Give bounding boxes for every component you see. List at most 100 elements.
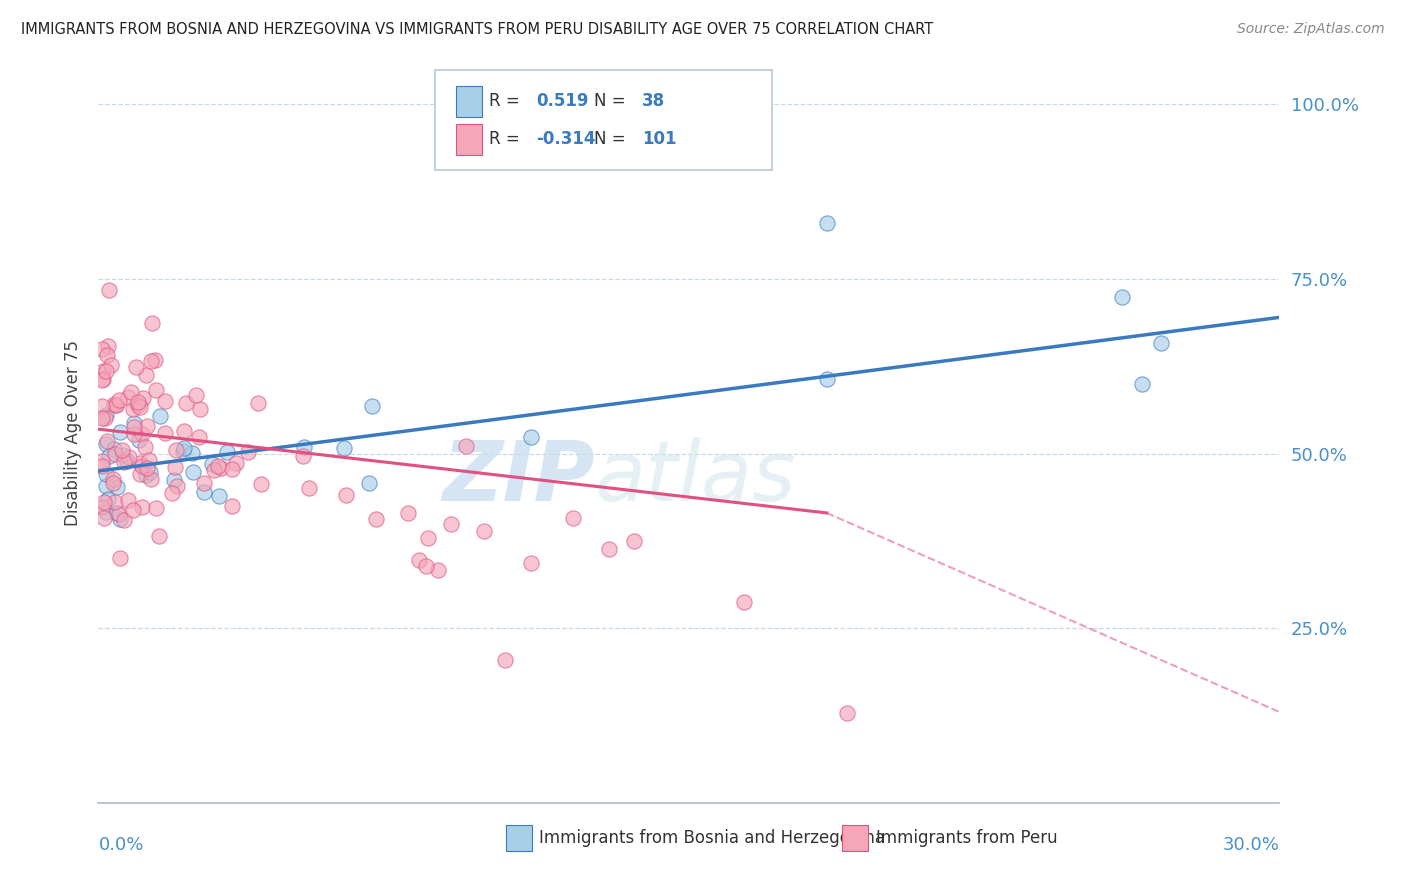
Point (96, 467, 118, 482)
Point (472, 524, 495, 538)
Point (112, 455, 135, 469)
Text: 101: 101 (641, 130, 676, 148)
FancyBboxPatch shape (457, 86, 482, 117)
Text: R =: R = (489, 92, 526, 110)
Point (180, 446, 202, 460)
Point (193, 475, 215, 490)
Point (104, 398, 127, 412)
Point (440, 517, 463, 532)
Point (91, 372, 114, 386)
Point (396, 506, 419, 520)
Text: 0.0%: 0.0% (98, 836, 143, 855)
Point (124, 420, 146, 434)
Point (110, 511, 132, 525)
Point (207, 459, 229, 474)
Point (202, 463, 225, 477)
Point (193, 485, 215, 500)
Point (135, 461, 157, 475)
Point (120, 384, 142, 399)
Point (184, 388, 207, 402)
Point (188, 401, 211, 416)
Point (117, 453, 139, 467)
Point (221, 499, 243, 513)
Point (104, 447, 127, 461)
Point (105, 480, 128, 494)
Point (110, 425, 132, 440)
Point (733, 595, 755, 609)
Point (238, 444, 260, 458)
Point (122, 401, 145, 416)
Point (165, 443, 187, 458)
Point (117, 493, 139, 508)
Point (91, 454, 114, 468)
Point (93, 364, 115, 378)
Point (121, 503, 143, 517)
Point (96, 348, 118, 362)
Point (135, 368, 157, 382)
Point (249, 476, 271, 491)
Point (127, 394, 149, 409)
Point (128, 433, 150, 447)
Point (108, 550, 131, 565)
Point (104, 494, 127, 508)
Point (1130, 376, 1153, 391)
Point (207, 489, 229, 503)
Point (112, 513, 135, 527)
Point (835, 706, 858, 721)
FancyBboxPatch shape (434, 70, 772, 169)
FancyBboxPatch shape (457, 124, 482, 155)
Point (292, 440, 315, 454)
Point (139, 472, 162, 486)
Point (1111, 290, 1133, 304)
Point (160, 486, 183, 500)
Point (357, 475, 380, 490)
Point (415, 559, 437, 574)
Point (141, 316, 163, 330)
Point (172, 443, 194, 458)
Point (96, 479, 118, 493)
Point (129, 401, 152, 415)
Point (166, 478, 188, 492)
Point (111, 448, 134, 462)
Point (173, 441, 195, 455)
Point (134, 440, 156, 454)
Point (105, 506, 128, 520)
Text: Immigrants from Bosnia and Herzegovina: Immigrants from Bosnia and Herzegovina (538, 829, 884, 847)
Point (105, 398, 128, 412)
Text: -0.314: -0.314 (537, 130, 596, 148)
Point (246, 396, 269, 410)
Y-axis label: Disability Age Over 75: Disability Age Over 75 (63, 340, 82, 525)
Point (129, 467, 152, 481)
Point (98, 449, 121, 463)
Point (96, 437, 118, 451)
Point (520, 557, 543, 571)
Point (136, 419, 159, 434)
Point (335, 487, 357, 501)
Text: N =: N = (595, 130, 631, 148)
Point (364, 512, 387, 526)
Point (520, 430, 543, 444)
Point (91, 399, 114, 413)
Point (143, 353, 166, 368)
Point (561, 510, 583, 524)
Point (149, 409, 172, 424)
Point (122, 416, 145, 430)
Text: 30.0%: 30.0% (1223, 836, 1279, 855)
Point (173, 424, 195, 438)
Text: atlas: atlas (595, 436, 796, 517)
Point (131, 427, 153, 442)
Text: IMMIGRANTS FROM BOSNIA AND HERZEGOVINA VS IMMIGRANTS FROM PERU DISABILITY AGE OV: IMMIGRANTS FROM BOSNIA AND HERZEGOVINA V… (21, 22, 934, 37)
Point (138, 453, 160, 467)
Point (117, 391, 139, 405)
Point (298, 481, 321, 495)
Point (124, 359, 146, 374)
Point (103, 397, 125, 411)
Point (107, 507, 129, 521)
Point (124, 426, 146, 441)
Point (815, 216, 838, 230)
Point (148, 529, 170, 543)
Point (96, 408, 118, 422)
Point (96, 434, 118, 449)
Point (131, 500, 153, 515)
Text: 0.519: 0.519 (537, 92, 589, 110)
